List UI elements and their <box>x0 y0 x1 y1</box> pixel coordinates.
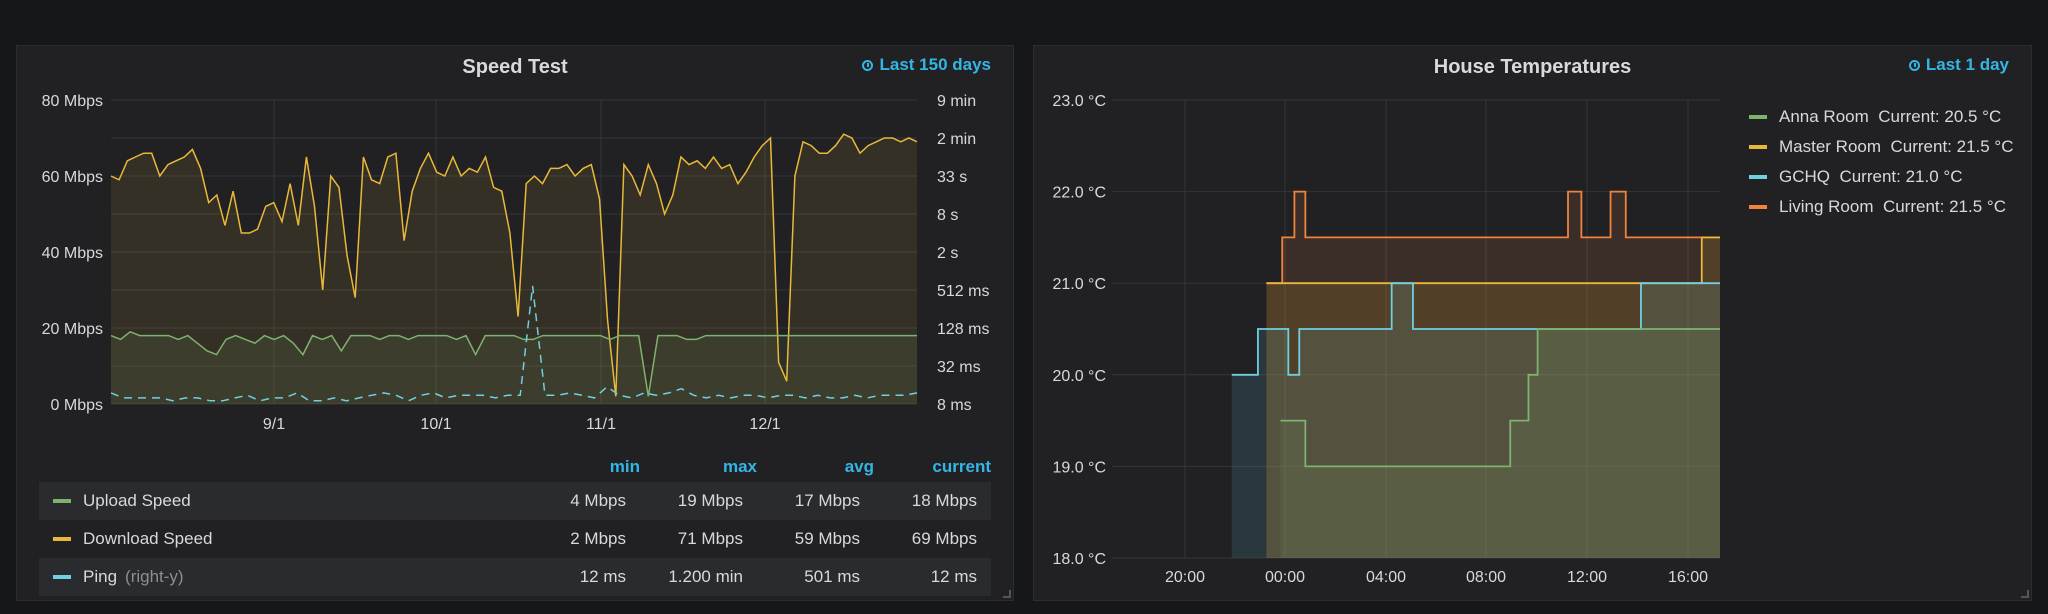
legend-current: Current: 21.0 °C <box>1839 167 1963 186</box>
legend-current: 12 ms <box>930 567 977 586</box>
legend-name[interactable]: Living Room <box>1779 197 1874 216</box>
y-left-tick-label: 20 Mbps <box>42 321 103 338</box>
y-tick-label: 19.0 °C <box>1052 459 1106 476</box>
y-right-tick-label: 32 ms <box>937 359 981 376</box>
gchq-swatch[interactable] <box>1749 175 1767 179</box>
legend-header-avg[interactable]: avg <box>844 457 874 476</box>
x-tick-label: 10/1 <box>420 416 451 433</box>
legend-name[interactable]: Master Room <box>1779 137 1882 156</box>
resize-handle-icon[interactable] <box>1003 590 1011 598</box>
y-left-tick-label: 60 Mbps <box>42 169 103 186</box>
anna-room-line <box>1280 328 1720 468</box>
x-tick-label: 9/1 <box>263 416 285 433</box>
legend-avg: 17 Mbps <box>794 491 860 510</box>
time-range-label[interactable]: Last 150 days <box>879 55 991 74</box>
gchq-area <box>1231 283 1720 558</box>
temperature-legend: Anna Room Current: 20.5 °C Master Room C… <box>1749 102 2014 222</box>
y-right-tick-label: 33 s <box>937 169 967 186</box>
legend-name[interactable]: GCHQ <box>1779 167 1830 186</box>
resize-handle-icon[interactable] <box>2021 590 2029 598</box>
legend-max: 19 Mbps <box>677 491 743 510</box>
legend-current: Current: 21.5 °C <box>1882 197 2006 216</box>
speed-legend-table: min max avg current Upload Speed 4 Mbps … <box>39 452 991 596</box>
x-tick-label: 20:00 <box>1165 569 1205 586</box>
y-right-tick-label: 8 ms <box>937 397 972 414</box>
legend-max: 1.200 min <box>668 567 743 586</box>
legend-avg: 59 Mbps <box>794 529 860 548</box>
y-right-tick-label: 2 min <box>937 131 976 148</box>
master-room-line <box>1266 236 1720 285</box>
legend-item-anna[interactable]: Anna Room Current: 20.5 °C <box>1749 102 2014 132</box>
legend-name[interactable]: Download Speed <box>83 529 213 548</box>
download-swatch[interactable] <box>53 537 71 541</box>
legend-name[interactable]: Ping <box>83 567 118 586</box>
legend-current: Current: 20.5 °C <box>1878 107 2002 126</box>
living-room-line <box>1266 190 1720 285</box>
upload-swatch[interactable] <box>53 499 71 503</box>
upload-speed-line <box>110 330 917 397</box>
clock-icon <box>1908 59 1920 71</box>
y-tick-label: 21.0 °C <box>1052 276 1106 293</box>
y-left-tick-label: 0 Mbps <box>51 397 103 414</box>
y-tick-label: 23.0 °C <box>1052 93 1106 110</box>
legend-header: min max avg current <box>39 452 991 482</box>
x-tick-label: 00:00 <box>1265 569 1305 586</box>
house-temperatures-panel: House Temperatures Last 1 day 23.0 °C 22.… <box>1033 45 2032 601</box>
legend-max: 71 Mbps <box>677 529 743 548</box>
x-tick-label: 08:00 <box>1466 569 1506 586</box>
y-tick-label: 22.0 °C <box>1052 185 1106 202</box>
x-tick-label: 12/1 <box>749 416 780 433</box>
panel-title[interactable]: House Temperatures <box>1433 56 1632 78</box>
time-range[interactable]: Last 1 day <box>1908 55 2009 75</box>
legend-row-download[interactable]: Download Speed 2 Mbps 71 Mbps 59 Mbps 69… <box>39 520 991 558</box>
x-tick-label: 16:00 <box>1668 569 1708 586</box>
legend-min: 12 ms <box>579 567 626 586</box>
legend-current: Current: 21.5 °C <box>1890 137 2014 156</box>
y-right-tick-label: 128 ms <box>937 321 989 338</box>
legend-name[interactable]: Anna Room <box>1779 107 1869 126</box>
y-right-tick-label: 512 ms <box>937 283 989 300</box>
legend-name[interactable]: Upload Speed <box>83 491 191 510</box>
time-range-label[interactable]: Last 1 day <box>1925 55 2009 74</box>
legend-item-gchq[interactable]: GCHQ Current: 21.0 °C <box>1749 162 2014 192</box>
legend-header-min[interactable]: min <box>609 457 640 476</box>
y-right-tick-label: 8 s <box>937 207 958 224</box>
legend-header-max[interactable]: max <box>722 457 757 476</box>
legend-item-master[interactable]: Master Room Current: 21.5 °C <box>1749 132 2014 162</box>
living-swatch[interactable] <box>1749 205 1767 209</box>
x-tick-label: 11/1 <box>586 416 616 433</box>
download-speed-line <box>110 133 918 397</box>
legend-avg: 501 ms <box>804 567 860 586</box>
legend-min: 2 Mbps <box>570 529 626 548</box>
clock-icon <box>862 59 874 71</box>
legend-item-living[interactable]: Living Room Current: 21.5 °C <box>1749 192 2014 222</box>
legend-header-current[interactable]: current <box>932 457 991 476</box>
speed-test-panel: Speed Test Last 150 days 9 min 2 min 33 s 8… <box>16 45 1014 601</box>
master-swatch[interactable] <box>1749 145 1767 149</box>
y-right-tick-label: 9 min <box>937 93 976 110</box>
legend-current: 18 Mbps <box>911 491 977 510</box>
y-right-tick-label: 2 s <box>937 245 958 262</box>
x-tick-label: 04:00 <box>1366 569 1406 586</box>
x-tick-label: 12:00 <box>1567 569 1607 586</box>
anna-room-area <box>1280 329 1720 558</box>
temperature-chart: 23.0 °C 22.0 °C 21.0 °C 20.0 °C 19.0 °C 18.0 … <box>1052 93 1720 586</box>
anna-swatch[interactable] <box>1749 115 1767 119</box>
right-y-note: (right-y) <box>125 567 184 586</box>
y-left-tick-label: 80 Mbps <box>42 93 103 110</box>
legend-row-ping[interactable]: Ping (right-y) 12 ms 1.200 min 501 ms 12 … <box>39 558 991 596</box>
legend-row-upload[interactable]: Upload Speed 4 Mbps 19 Mbps 17 Mbps 18 M… <box>39 482 991 520</box>
ping-swatch[interactable] <box>53 575 71 579</box>
legend-min: 4 Mbps <box>570 491 626 510</box>
master-room-area <box>1266 237 1720 558</box>
y-left-tick-label: 40 Mbps <box>42 245 103 262</box>
speed-chart: 9 min 2 min 33 s 8 s 2 s 512 ms 128 ms 32 ms 8 m… <box>42 93 990 433</box>
y-tick-label: 18.0 °C <box>1052 551 1106 568</box>
y-tick-label: 20.0 °C <box>1052 368 1106 385</box>
panel-title[interactable]: Speed Test <box>462 56 568 78</box>
time-range[interactable]: Last 150 days <box>862 55 991 75</box>
legend-current: 69 Mbps <box>911 529 977 548</box>
upload-speed-area <box>111 331 917 404</box>
